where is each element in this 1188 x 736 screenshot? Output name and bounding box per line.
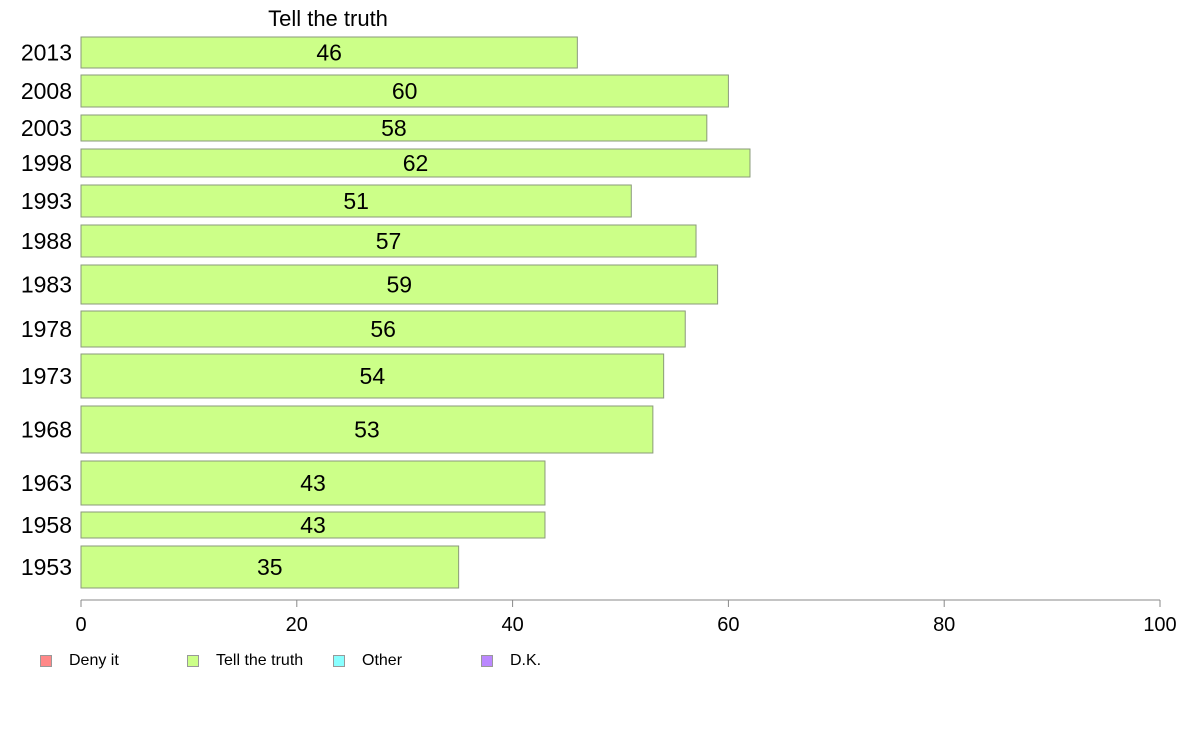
- x-tick-label-0: 0: [75, 614, 86, 636]
- data-label-1973: 54: [360, 363, 386, 389]
- legend-swatch: [187, 655, 199, 667]
- bar-1953: [80, 545, 460, 589]
- bar-1963: [80, 460, 546, 506]
- bars-group: 2013 46 2008 60 2003 58 1998 62 1993 51 1988 57 1983…: [21, 36, 751, 589]
- bar-1973: [80, 353, 665, 399]
- bar-1998: [80, 148, 751, 178]
- data-label-2008: 60: [392, 78, 418, 104]
- legend: Deny it Tell the truth Other D.K.: [40, 652, 740, 674]
- data-label-1993: 51: [343, 188, 369, 214]
- legend-swatch: [333, 655, 345, 667]
- legend-item-d-k: D.K.: [481, 652, 541, 670]
- bar-2003: [80, 114, 708, 142]
- data-label-1983: 59: [387, 272, 413, 298]
- legend-label: D.K.: [510, 652, 542, 669]
- bar-1988: [80, 224, 697, 258]
- legend-label: Tell the truth: [216, 652, 304, 669]
- legend-label: Deny it: [69, 652, 119, 669]
- y-tick-label-1963: 1963: [21, 470, 72, 496]
- bar-2013: [80, 36, 578, 69]
- bar-1983: [80, 264, 719, 305]
- data-label-1988: 57: [376, 228, 402, 254]
- y-tick-label-1958: 1958: [21, 512, 72, 538]
- x-tick-label-100: 100: [1143, 614, 1176, 636]
- data-label-1958: 43: [300, 512, 326, 538]
- bar-1978: [80, 310, 686, 348]
- legend-item-other: Other: [333, 652, 402, 670]
- y-tick-label-1998: 1998: [21, 150, 72, 176]
- x-tick-label-60: 60: [717, 614, 739, 636]
- data-label-2013: 46: [316, 40, 342, 66]
- data-label-1963: 43: [300, 470, 326, 496]
- data-label-1968: 53: [354, 417, 380, 443]
- y-tick-label-1973: 1973: [21, 363, 72, 389]
- y-tick-label-1978: 1978: [21, 316, 72, 342]
- bar-2008: [80, 74, 729, 108]
- data-label-1953: 35: [257, 554, 283, 580]
- legend-swatch: [481, 655, 493, 667]
- y-tick-label-1983: 1983: [21, 272, 72, 298]
- bar-1993: [80, 184, 632, 218]
- x-tick-label-20: 20: [286, 614, 308, 636]
- chart-title: Tell the truth: [268, 6, 388, 31]
- y-tick-label-2003: 2003: [21, 115, 72, 141]
- x-tick-label-40: 40: [501, 614, 523, 636]
- y-tick-label-1988: 1988: [21, 228, 72, 254]
- y-tick-label-2008: 2008: [21, 78, 72, 104]
- y-tick-label-1953: 1953: [21, 554, 72, 580]
- x-axis: 0 20 40 60 80 100: [75, 599, 1177, 636]
- bar-1968: [80, 405, 654, 454]
- legend-item-deny-it: Deny it: [40, 652, 119, 670]
- x-tick-label-80: 80: [933, 614, 955, 636]
- y-tick-label-1993: 1993: [21, 188, 72, 214]
- y-tick-label-1968: 1968: [21, 417, 72, 443]
- legend-swatch: [40, 655, 52, 667]
- data-label-2003: 58: [381, 115, 407, 141]
- data-label-1998: 62: [403, 150, 429, 176]
- legend-item-tell-the-truth: Tell the truth: [187, 652, 303, 670]
- bar-1958: [80, 511, 546, 539]
- legend-label: Other: [362, 652, 403, 669]
- y-tick-label-2013: 2013: [21, 40, 72, 66]
- data-label-1978: 56: [370, 316, 396, 342]
